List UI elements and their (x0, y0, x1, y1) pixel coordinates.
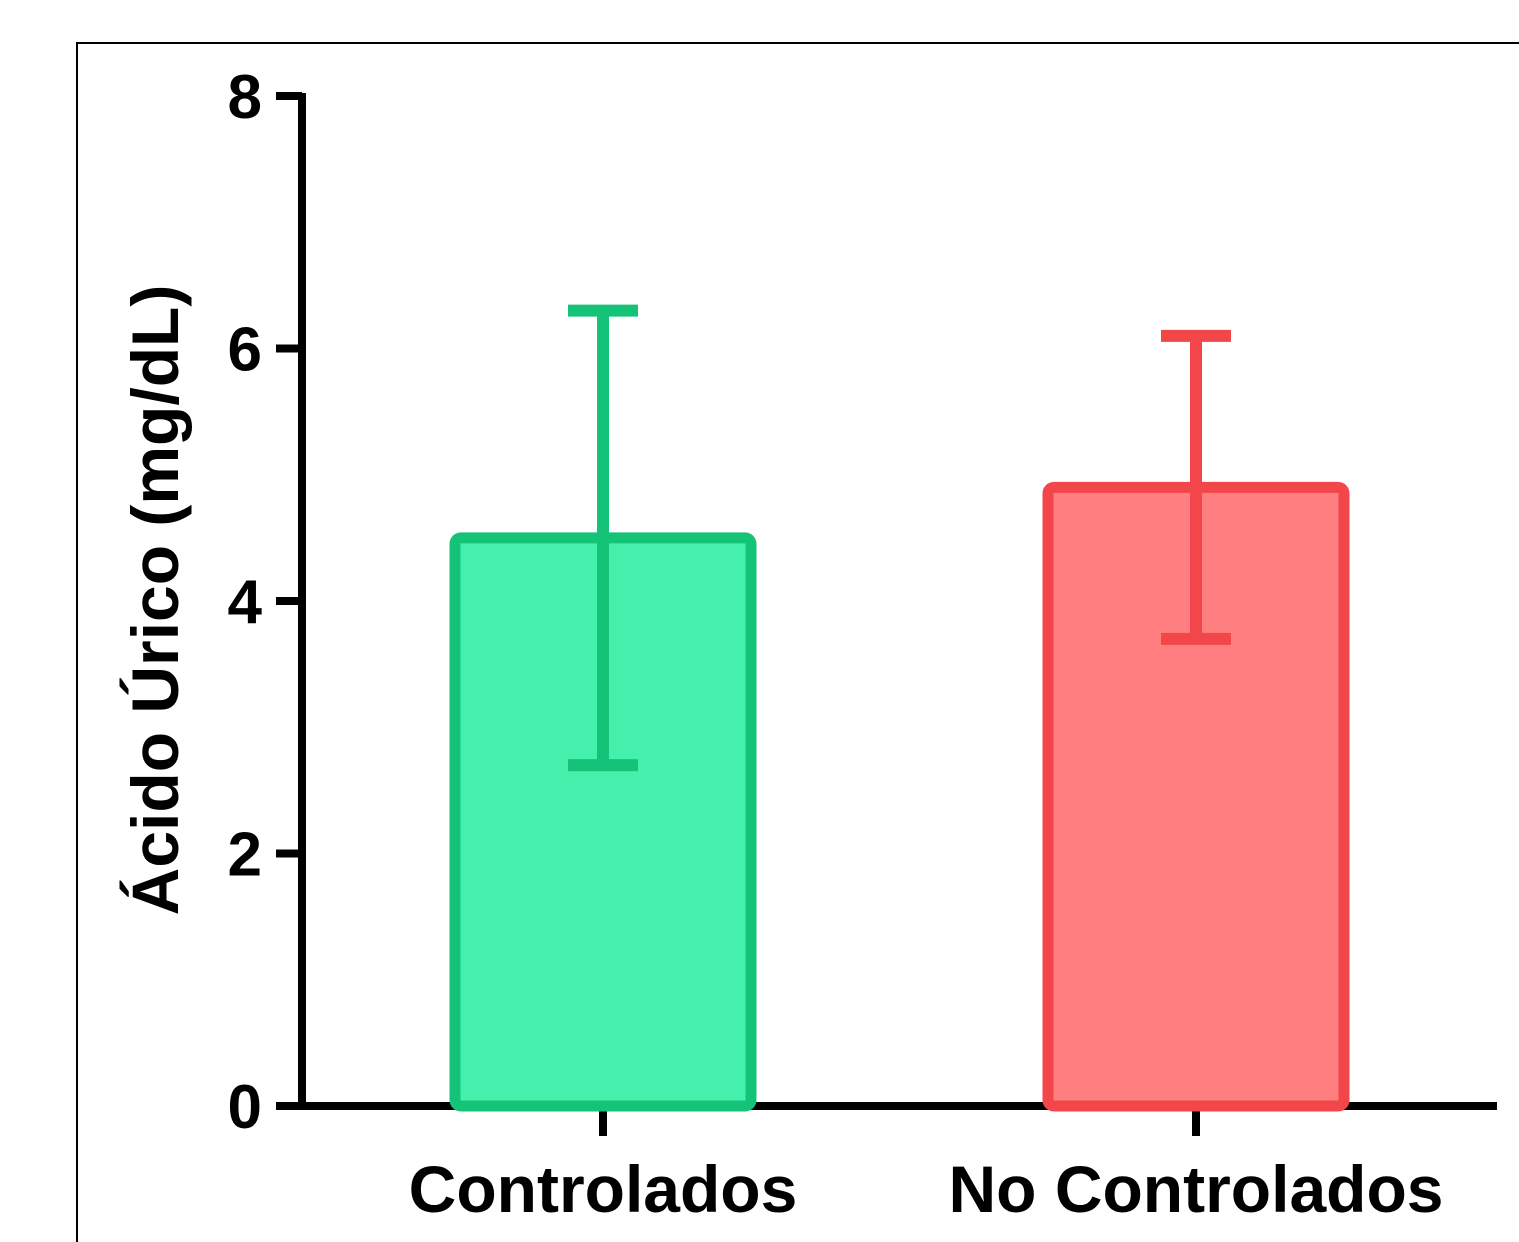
y-tick-label-4: 4 (228, 568, 263, 637)
x-tick-label-no-controlados: No Controlados (949, 1152, 1444, 1224)
y-tick-label-6: 6 (228, 316, 262, 385)
bars (449, 481, 1350, 1112)
y-tick-label-8: 8 (228, 63, 262, 132)
x-tick-label-controlados: Controlados (409, 1152, 798, 1224)
y-tick-label-0: 0 (228, 1073, 262, 1142)
error-bars (568, 304, 1231, 772)
labels: 0 2 4 6 8 Controlados No Controlados Ácido Úric… (118, 63, 1443, 1224)
plot-frame (76, 42, 1519, 1242)
y-axis-label: Ácido Úrico (mg/dL) (118, 285, 192, 916)
y-tick-label-2: 2 (228, 821, 262, 890)
